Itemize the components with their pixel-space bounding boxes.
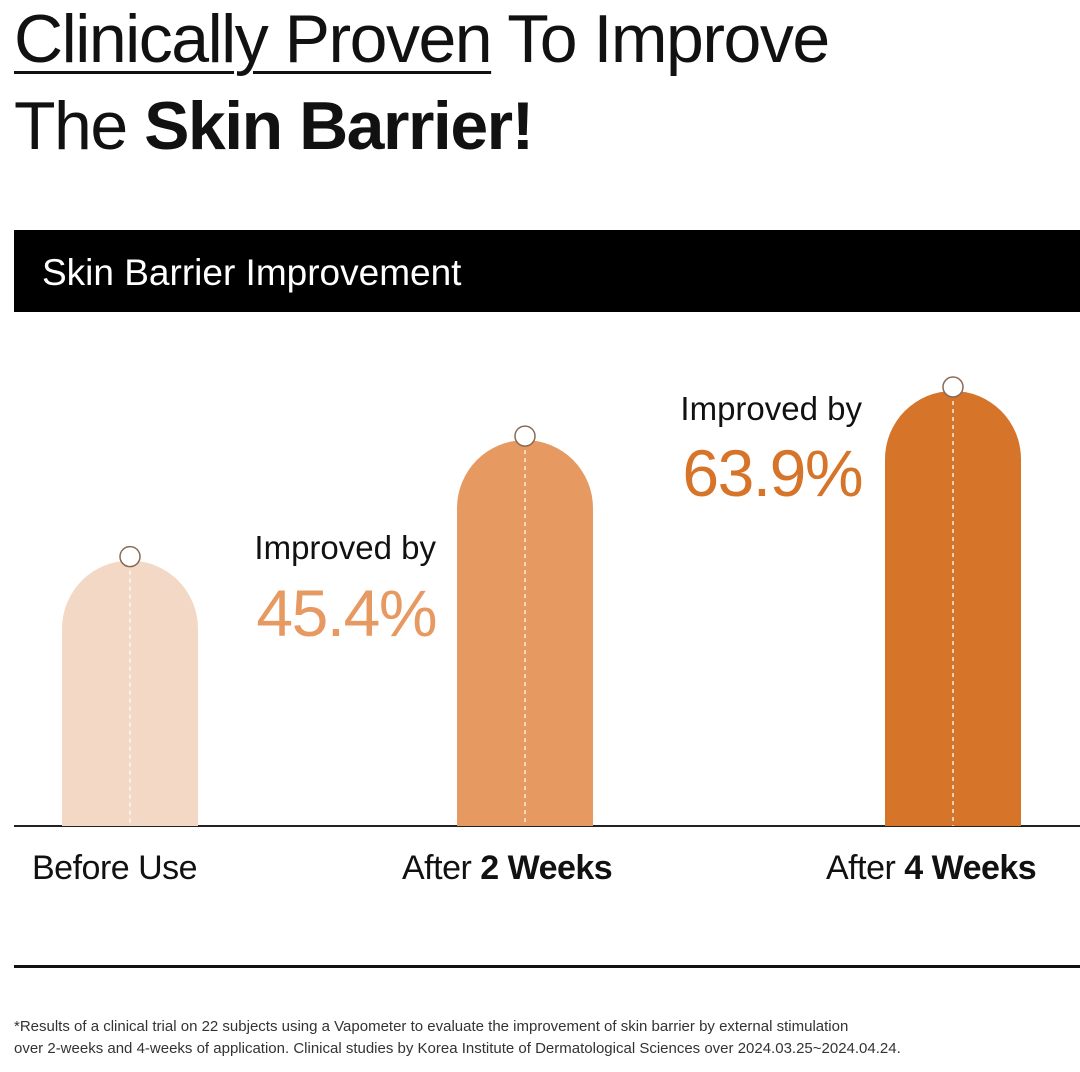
category-label-3-bold: 4 Weeks — [904, 849, 1036, 887]
category-label-2-prefix: After — [402, 849, 480, 887]
category-label-2: After 2 Weeks — [402, 849, 612, 887]
annotation-2-label: Improved by — [254, 529, 436, 566]
footnote-line-1: *Results of a clinical trial on 22 subje… — [14, 1018, 849, 1035]
annotation-3-label: Improved by — [680, 390, 862, 427]
headline-line-2-prefix: The — [14, 88, 145, 164]
category-label-3-prefix: After — [826, 849, 904, 887]
bar-1-marker — [119, 545, 141, 568]
headline-line-1: Clinically Proven To Improve — [14, 5, 830, 73]
footnote: *Results of a clinical trial on 22 subje… — [14, 1016, 1074, 1060]
chart-title: Skin Barrier Improvement — [42, 252, 462, 293]
bar-2 — [457, 440, 593, 826]
chart-title-banner: Skin Barrier Improvement — [14, 230, 1080, 312]
footnote-line-2: over 2-weeks and 4-weeks of application.… — [14, 1040, 901, 1057]
bar-2-marker — [514, 425, 536, 447]
headline-underlined-text: Clinically Proven — [14, 1, 493, 77]
category-label-1: Before Use — [32, 849, 197, 887]
category-label-1-prefix: Before Use — [32, 849, 197, 887]
category-label-2-bold: 2 Weeks — [480, 849, 612, 887]
annotation-2-value: 45.4% — [256, 576, 436, 650]
headline-line-1-rest: To Improve — [491, 1, 830, 77]
bar-3-marker — [942, 376, 964, 398]
annotation-3-value: 63.9% — [682, 436, 862, 510]
footer-divider — [14, 965, 1080, 968]
headline-line-2: The Skin Barrier! — [14, 92, 534, 160]
headline-bold-text: Skin Barrier! — [144, 88, 534, 164]
bar-3 — [885, 391, 1021, 826]
category-label-3: After 4 Weeks — [826, 849, 1036, 887]
